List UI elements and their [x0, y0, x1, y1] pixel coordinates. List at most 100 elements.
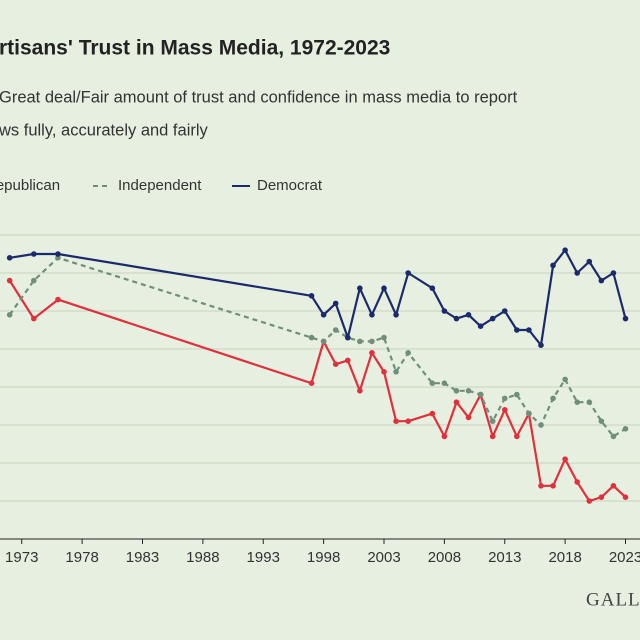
- data-point: [369, 338, 375, 345]
- data-point: [308, 293, 315, 299]
- x-tick-label: 2013: [488, 549, 521, 566]
- x-tick-label: 2008: [428, 549, 461, 566]
- data-point: [562, 247, 568, 253]
- x-tick-label: 1973: [5, 549, 38, 566]
- data-point: [610, 483, 617, 489]
- data-point: [320, 312, 327, 318]
- data-point: [393, 418, 399, 425]
- data-point: [514, 327, 520, 333]
- data-point: [562, 456, 568, 463]
- data-point: [453, 399, 460, 406]
- data-point: [598, 277, 605, 284]
- x-tick-label: 2023: [609, 549, 640, 566]
- data-point: [429, 410, 436, 417]
- data-point: [441, 380, 448, 387]
- data-point: [344, 334, 351, 341]
- data-point: [369, 312, 375, 318]
- data-point: [369, 350, 375, 356]
- data-point: [381, 369, 387, 375]
- data-point: [453, 388, 460, 394]
- data-point: [526, 410, 532, 417]
- x-tick-label: 1998: [307, 549, 340, 566]
- data-point: [381, 285, 387, 292]
- data-point: [31, 251, 37, 257]
- data-point: [526, 327, 532, 333]
- x-tick-label: 1978: [65, 549, 98, 566]
- data-point: [514, 391, 520, 398]
- data-point: [308, 380, 315, 387]
- data-point: [429, 380, 436, 387]
- chart-title: rtisans' Trust in Mass Media, 1972-2023: [0, 37, 390, 60]
- data-point: [381, 334, 387, 341]
- data-point: [489, 418, 496, 425]
- data-point: [308, 334, 315, 341]
- data-point: [598, 418, 605, 425]
- data-point: [574, 479, 581, 485]
- data-point: [586, 498, 593, 504]
- data-point: [55, 251, 61, 257]
- series-line: [9, 249, 627, 347]
- data-point: [501, 308, 508, 314]
- data-point: [501, 407, 508, 413]
- data-point: [538, 342, 544, 349]
- data-point: [610, 270, 617, 276]
- data-point: [441, 433, 448, 440]
- data-point: [562, 376, 568, 383]
- data-point: [6, 254, 13, 261]
- data-point: [429, 285, 436, 292]
- data-point: [477, 323, 484, 330]
- legend-label: Independent: [118, 177, 202, 194]
- x-tick-label: 1983: [126, 549, 159, 566]
- data-point: [332, 361, 339, 368]
- data-point: [405, 418, 411, 425]
- data-point: [6, 277, 13, 284]
- data-point: [465, 312, 472, 318]
- data-point: [6, 312, 13, 318]
- data-point: [55, 296, 61, 303]
- data-point: [622, 494, 629, 501]
- chart-subtitle: Great deal/Fair amount of trust and conf…: [0, 88, 518, 106]
- data-point: [586, 258, 593, 265]
- data-point: [320, 338, 327, 345]
- data-point: [501, 395, 508, 402]
- data-point: [332, 300, 339, 307]
- legend-label: Democrat: [257, 177, 323, 194]
- data-point: [489, 433, 496, 440]
- series-line: [8, 256, 627, 438]
- data-point: [550, 483, 556, 489]
- x-tick-label: 2018: [548, 549, 581, 566]
- data-point: [332, 327, 339, 333]
- data-point: [538, 422, 544, 428]
- data-point: [357, 388, 363, 394]
- data-point: [574, 270, 581, 276]
- data-point: [405, 350, 411, 356]
- data-point: [344, 357, 351, 364]
- data-point: [574, 399, 581, 406]
- data-point: [477, 391, 484, 398]
- data-point: [405, 270, 411, 276]
- x-tick-label: 1993: [247, 549, 280, 566]
- data-point: [489, 315, 496, 322]
- data-point: [465, 388, 472, 394]
- data-point: [31, 315, 37, 322]
- data-point: [441, 308, 448, 314]
- data-point: [31, 277, 37, 284]
- data-point: [622, 315, 629, 322]
- data-point: [357, 285, 363, 292]
- data-point: [465, 414, 472, 421]
- data-point: [550, 262, 556, 269]
- data-point: [393, 369, 399, 375]
- x-tick-label: 1988: [186, 549, 219, 566]
- data-point: [453, 315, 460, 322]
- data-point: [550, 395, 556, 402]
- legend-label: Republican: [0, 177, 60, 194]
- data-point: [357, 338, 363, 345]
- chart-subtitle: ws fully, accurately and fairly: [0, 121, 209, 139]
- data-point: [393, 312, 399, 318]
- data-point: [610, 433, 617, 440]
- data-point: [538, 483, 544, 489]
- data-point: [622, 426, 629, 432]
- data-point: [598, 494, 605, 501]
- data-point: [586, 399, 593, 406]
